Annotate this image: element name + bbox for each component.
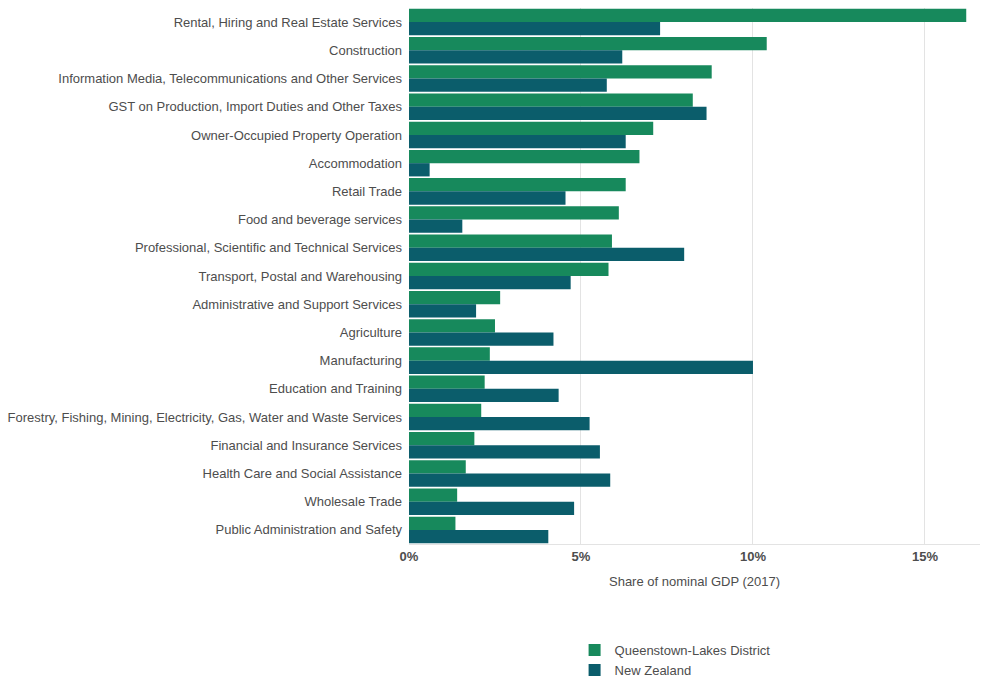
svg-text:Agriculture: Agriculture xyxy=(340,325,402,340)
svg-text:Health Care and Social Assista: Health Care and Social Assistance xyxy=(203,466,402,481)
svg-text:Rental, Hiring and Real Estate: Rental, Hiring and Real Estate Services xyxy=(174,15,403,30)
svg-text:Food and beverage services: Food and beverage services xyxy=(238,212,403,227)
svg-text:Professional, Scientific and T: Professional, Scientific and Technical S… xyxy=(135,240,403,255)
svg-text:Administrative and Support Ser: Administrative and Support Services xyxy=(192,297,402,312)
svg-text:Queenstown-Lakes District: Queenstown-Lakes District xyxy=(615,643,771,658)
svg-text:Transport, Postal and Warehous: Transport, Postal and Warehousing xyxy=(198,269,402,284)
svg-text:Manufacturing: Manufacturing xyxy=(320,353,402,368)
svg-text:15%: 15% xyxy=(912,549,938,564)
svg-text:Information Media, Telecommuni: Information Media, Telecommunications an… xyxy=(58,71,402,86)
svg-text:10%: 10% xyxy=(740,549,766,564)
svg-text:0%: 0% xyxy=(400,549,419,564)
svg-text:Construction: Construction xyxy=(329,43,402,58)
svg-text:Forestry, Fishing, Mining, Ele: Forestry, Fishing, Mining, Electricity, … xyxy=(8,410,403,425)
svg-text:Financial and Insurance Servic: Financial and Insurance Services xyxy=(211,438,403,453)
svg-text:Retail Trade: Retail Trade xyxy=(332,184,402,199)
svg-text:New Zealand: New Zealand xyxy=(615,663,692,678)
svg-text:Wholesale Trade: Wholesale Trade xyxy=(304,494,402,509)
svg-text:Owner-Occupied Property Operat: Owner-Occupied Property Operation xyxy=(191,128,402,143)
svg-text:5%: 5% xyxy=(572,549,591,564)
svg-text:Public Administration and Safe: Public Administration and Safety xyxy=(216,522,403,537)
svg-text:Education and Training: Education and Training xyxy=(269,381,402,396)
svg-text:Accommodation: Accommodation xyxy=(309,156,402,171)
svg-text:Share of nominal GDP (2017): Share of nominal GDP (2017) xyxy=(609,574,780,589)
svg-text:GST on Production, Import Duti: GST on Production, Import Duties and Oth… xyxy=(108,99,402,114)
